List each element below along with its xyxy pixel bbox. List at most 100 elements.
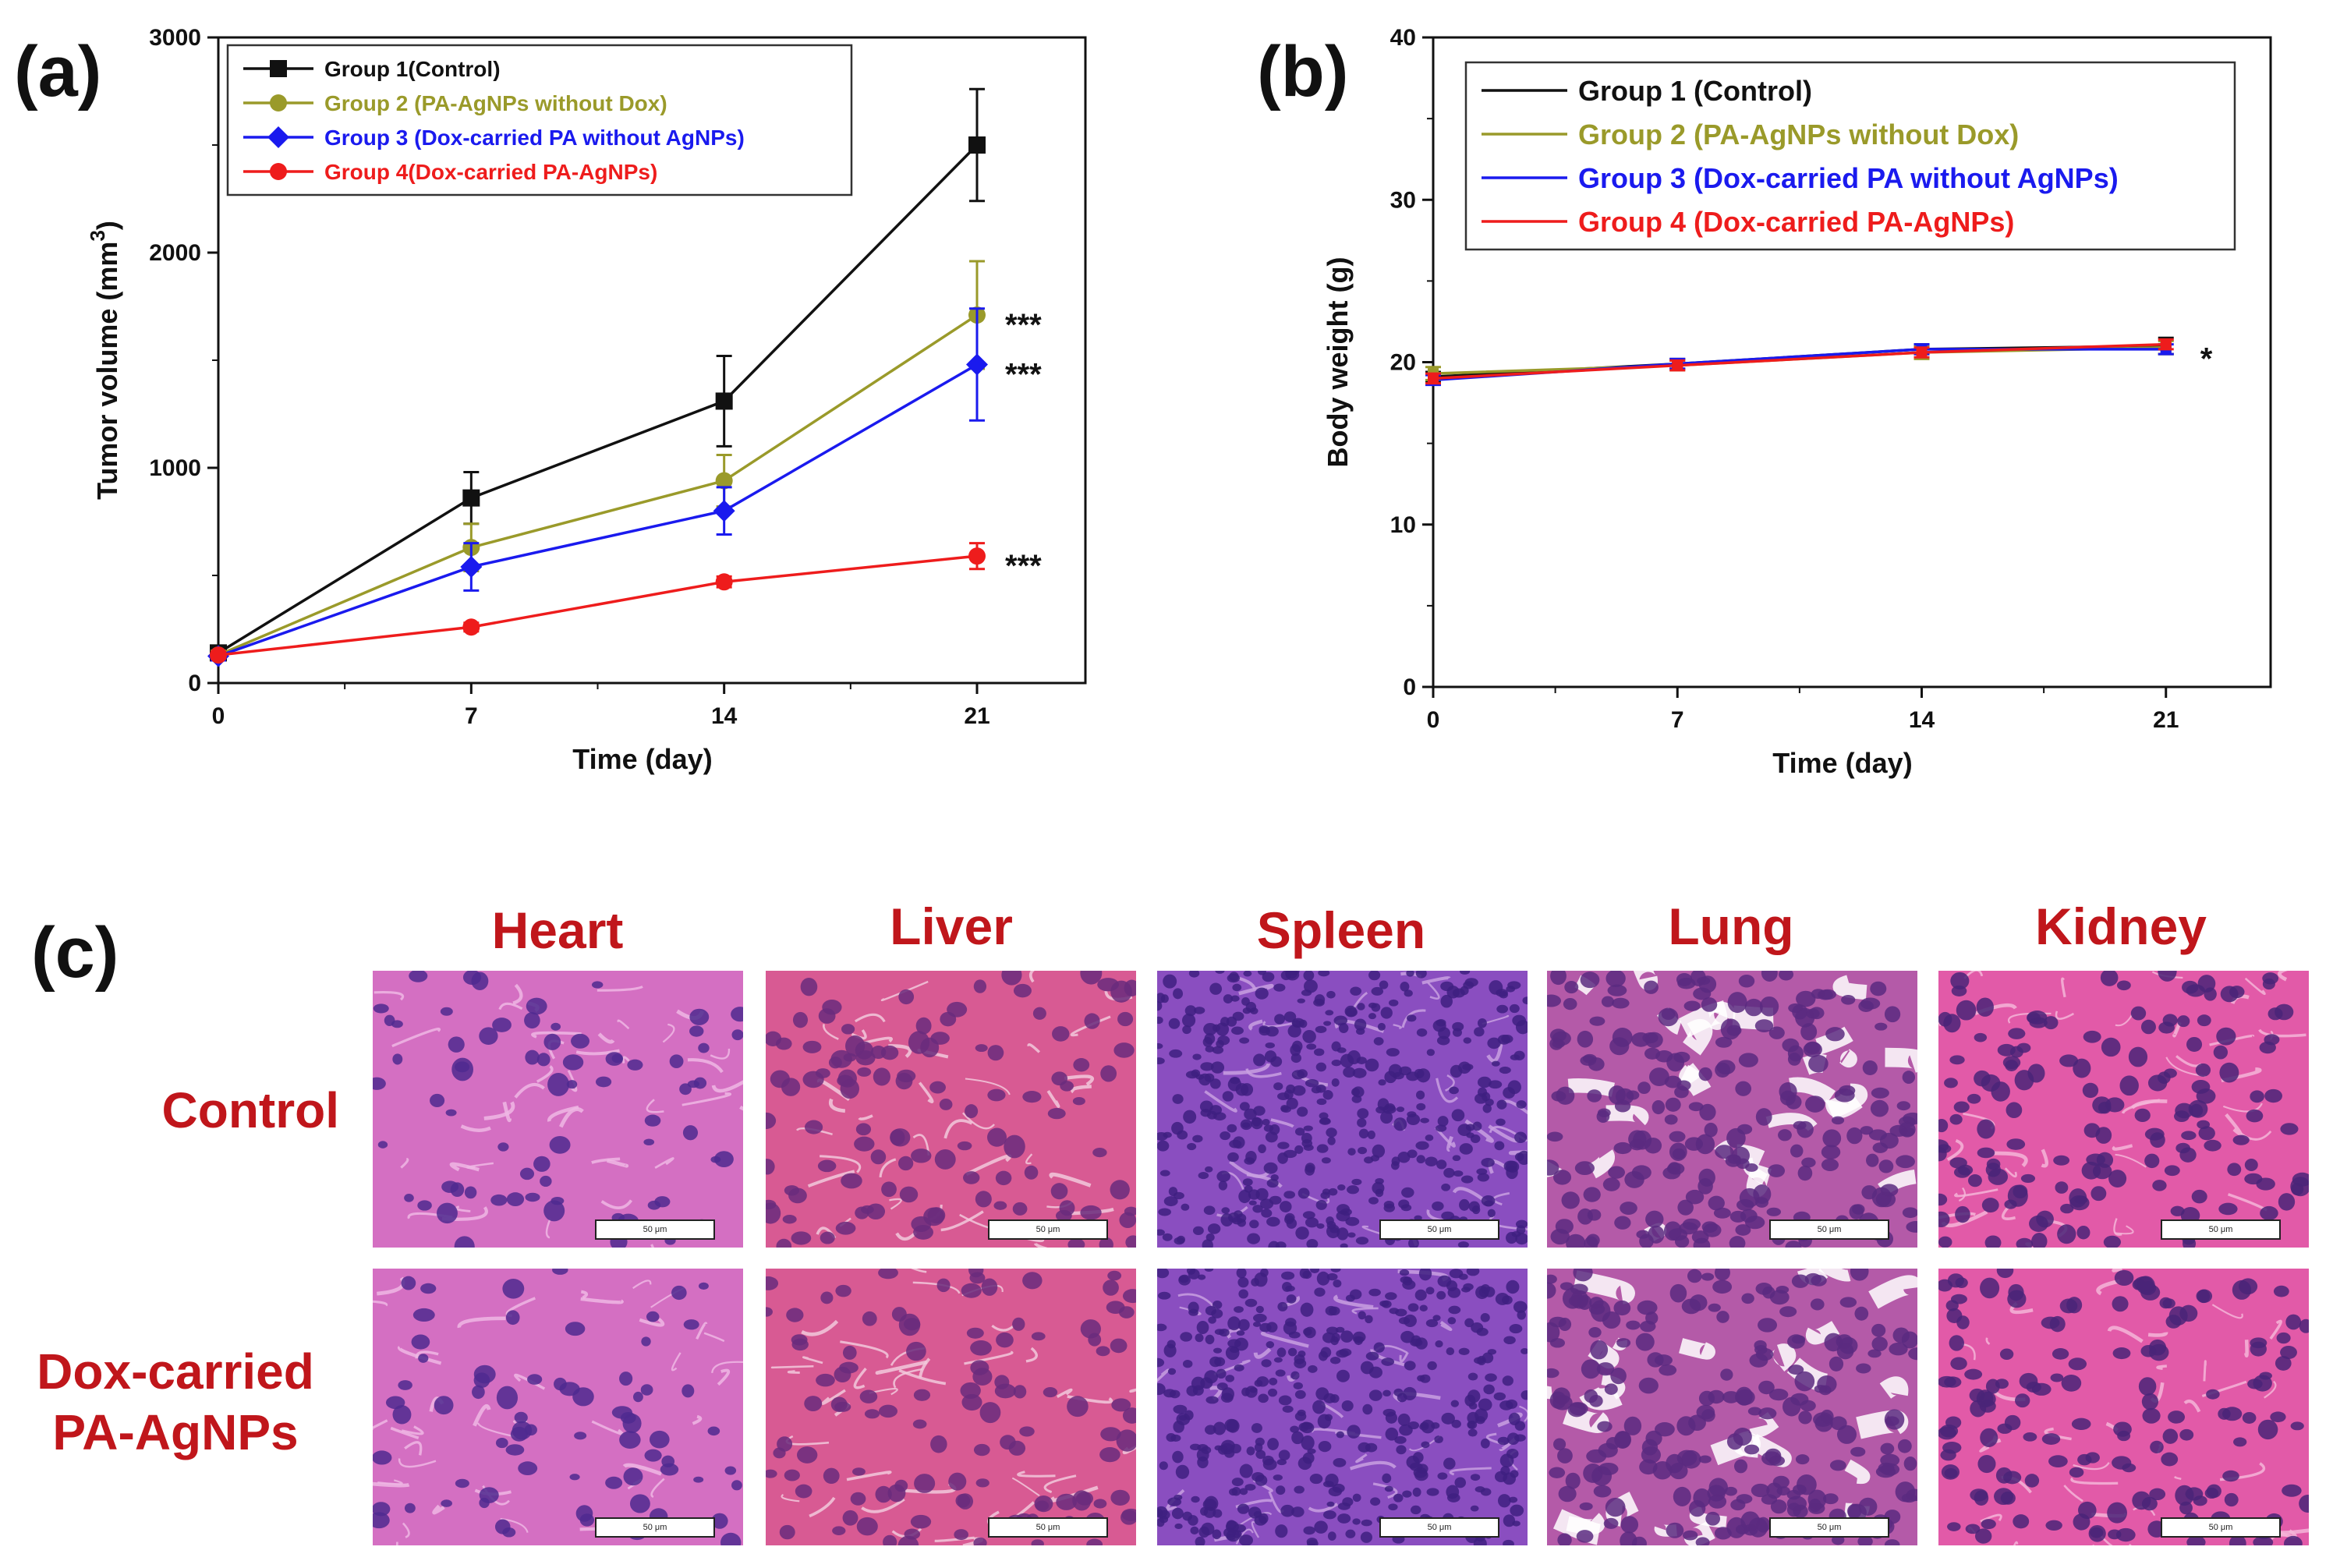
histology-image-spleen-control	[1157, 971, 1528, 1248]
cell-nucleus	[1351, 1095, 1362, 1103]
cell-nucleus	[1386, 1048, 1400, 1057]
cell-nucleus	[1187, 1142, 1197, 1151]
tissue-streak	[1683, 1019, 1712, 1056]
tissue-streak	[536, 1065, 554, 1083]
histology-texture	[1157, 1269, 1528, 1545]
cell-nucleus	[1704, 1122, 1718, 1138]
tissue-streak	[597, 985, 643, 992]
tissue-streak	[2113, 1218, 2122, 1236]
tissue-streak	[1980, 1513, 2002, 1523]
cell-nucleus	[1450, 1400, 1459, 1407]
cell-nucleus	[817, 1159, 837, 1173]
cell-nucleus	[2259, 1041, 2276, 1054]
cell-nucleus	[1687, 1269, 1702, 1283]
cell-nucleus	[897, 1156, 914, 1171]
cell-nucleus	[1510, 1504, 1524, 1517]
cell-nucleus	[1800, 1023, 1818, 1041]
cell-nucleus	[1435, 1124, 1447, 1132]
cell-nucleus	[1794, 1371, 1815, 1392]
tissue-streak	[854, 1013, 886, 1023]
tissue-streak	[373, 1419, 388, 1431]
cell-nucleus	[1345, 1216, 1360, 1226]
cell-nucleus	[693, 1476, 704, 1483]
cell-nucleus	[1798, 1410, 1812, 1425]
tissue-streak	[919, 1357, 931, 1378]
cell-nucleus	[1384, 1485, 1393, 1492]
cell-nucleus	[2117, 1430, 2131, 1442]
tissue-streak	[829, 1098, 846, 1113]
cell-nucleus	[1326, 1272, 1338, 1281]
cell-nucleus	[2198, 1126, 2215, 1141]
cell-nucleus	[1673, 1486, 1691, 1506]
cell-nucleus	[2128, 1046, 2148, 1067]
cell-nucleus	[1297, 998, 1305, 1003]
cell-nucleus	[1340, 1053, 1354, 1068]
cell-nucleus	[1113, 1042, 1135, 1058]
tissue-streak	[918, 1081, 934, 1103]
scale-bar: 50 μm	[988, 1517, 1108, 1538]
cell-nucleus	[1331, 1078, 1340, 1087]
tissue-streak	[545, 1218, 551, 1239]
cell-nucleus	[782, 1215, 797, 1224]
cell-nucleus	[1665, 1097, 1681, 1112]
cell-nucleus	[1172, 1450, 1184, 1464]
cell-nucleus	[1375, 1188, 1384, 1198]
tissue-streak	[711, 1361, 743, 1374]
cell-nucleus	[1849, 1204, 1864, 1219]
cell-nucleus	[2164, 1165, 2180, 1177]
cell-nucleus	[1226, 1016, 1237, 1027]
cell-nucleus	[479, 1487, 499, 1503]
cell-nucleus	[1326, 1326, 1339, 1335]
cell-nucleus	[1073, 1058, 1090, 1072]
cell-nucleus	[1275, 1524, 1288, 1538]
cell-nucleus	[1262, 1458, 1277, 1471]
cell-nucleus	[1377, 1022, 1386, 1031]
tissue-streak	[1238, 983, 1274, 996]
cell-nucleus	[1440, 994, 1453, 1008]
cell-nucleus	[795, 1484, 812, 1499]
cell-nucleus	[1497, 1494, 1511, 1508]
tissue-streak	[1946, 1138, 1964, 1161]
cell-nucleus	[1559, 1282, 1574, 1290]
data-point	[1428, 373, 1439, 384]
cell-nucleus	[1494, 1141, 1505, 1151]
cell-nucleus	[1248, 1506, 1262, 1519]
tissue-streak	[1046, 1090, 1060, 1108]
cell-nucleus	[1768, 1026, 1785, 1039]
cell-nucleus	[1425, 1287, 1435, 1295]
cell-nucleus	[1157, 1518, 1165, 1527]
legend-entry: Group 4(Dox-carried PA-AgNPs)	[324, 160, 657, 184]
cell-nucleus	[1589, 1394, 1603, 1407]
cell-nucleus	[1779, 1306, 1797, 1318]
tissue-streak	[1746, 1163, 1772, 1198]
tissue-streak	[1262, 1021, 1297, 1028]
cell-nucleus	[569, 1474, 580, 1481]
cell-nucleus	[1282, 1405, 1294, 1413]
tissue-streak	[1427, 982, 1440, 1000]
cell-nucleus	[2098, 1101, 2112, 1114]
cell-nucleus	[1563, 997, 1577, 1011]
cell-nucleus	[398, 1380, 412, 1390]
tissue-streak	[1552, 1509, 1602, 1545]
cell-nucleus	[1884, 1539, 1900, 1545]
cell-nucleus	[417, 1200, 432, 1211]
cell-nucleus	[1945, 1300, 1959, 1311]
cell-nucleus	[420, 1283, 437, 1294]
cell-nucleus	[1467, 1428, 1478, 1437]
cell-nucleus	[1452, 1028, 1462, 1037]
cell-nucleus	[1734, 1389, 1755, 1406]
cell-nucleus	[536, 1053, 551, 1067]
cell-nucleus	[1676, 972, 1693, 986]
tissue-streak	[1372, 1482, 1398, 1499]
cell-nucleus	[554, 1377, 567, 1391]
cell-nucleus	[1360, 1361, 1374, 1375]
cell-nucleus	[525, 1192, 540, 1202]
cell-nucleus	[1785, 1241, 1802, 1248]
cell-nucleus	[1418, 1269, 1432, 1281]
cell-nucleus	[1291, 1506, 1305, 1517]
cell-nucleus	[1744, 1216, 1765, 1230]
cell-nucleus	[2162, 1428, 2179, 1444]
x-tick-label: 14	[1909, 707, 1935, 733]
tissue-streak	[1223, 1063, 1271, 1075]
cell-nucleus	[1437, 1472, 1448, 1480]
